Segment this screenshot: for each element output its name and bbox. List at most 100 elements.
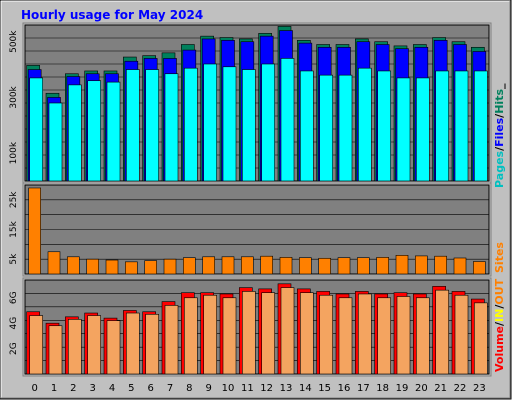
bar-sites bbox=[395, 255, 409, 275]
panel-1-ytick-label: 5k bbox=[9, 253, 19, 265]
svg-text:Volume/IN/OUT: Volume/IN/OUT bbox=[493, 278, 506, 372]
top-legend: Pages/Files/Hits_ bbox=[493, 83, 506, 188]
bar-sites bbox=[434, 255, 447, 275]
bar-sites bbox=[67, 256, 80, 275]
bar-sites bbox=[299, 257, 312, 275]
bar-pages bbox=[280, 58, 295, 182]
bar-out bbox=[319, 294, 333, 375]
bar-out bbox=[29, 315, 43, 375]
x-tick-label: 5 bbox=[128, 383, 134, 394]
bar-sites bbox=[105, 259, 119, 275]
bar-sites bbox=[337, 257, 351, 275]
x-tick-label: 0 bbox=[31, 383, 37, 394]
bar-pages bbox=[203, 63, 217, 182]
panel-1-ytick-label: 15k bbox=[9, 220, 19, 237]
x-tick-label: 23 bbox=[473, 383, 486, 394]
bar-out bbox=[106, 320, 121, 375]
bottom-legend: Volume/IN/OUT bbox=[493, 278, 506, 372]
bar-out bbox=[87, 315, 101, 375]
panel-2-plot-area bbox=[24, 279, 490, 375]
x-tick-label: 7 bbox=[167, 383, 173, 394]
bar-sites bbox=[279, 257, 293, 275]
bar-out bbox=[242, 291, 256, 375]
bar-pages bbox=[68, 84, 82, 182]
bar-sites bbox=[221, 256, 235, 275]
bar-out bbox=[126, 312, 140, 375]
bar-pages bbox=[29, 77, 43, 182]
bar-sites bbox=[163, 258, 177, 275]
bar-out bbox=[454, 294, 469, 375]
bar-pages bbox=[87, 80, 101, 182]
bar-sites bbox=[415, 255, 428, 275]
bar-pages bbox=[164, 73, 179, 182]
bar-out bbox=[203, 294, 217, 375]
bar-sites bbox=[357, 257, 370, 275]
bar-sites bbox=[144, 260, 157, 275]
x-tick-label: 16 bbox=[338, 383, 351, 394]
panel-1-ytick-label: 25k bbox=[9, 191, 19, 208]
bar-sites bbox=[202, 256, 215, 275]
x-tick-label: 19 bbox=[396, 383, 409, 394]
x-tick-label: 22 bbox=[454, 383, 467, 394]
bar-pages bbox=[126, 69, 140, 182]
bar-pages bbox=[222, 66, 237, 182]
bar-out bbox=[145, 313, 159, 375]
bar-out bbox=[48, 325, 63, 375]
panel-0-ytick-label: 100k bbox=[9, 141, 19, 164]
chart-title: Hourly usage for May 2024 bbox=[21, 8, 203, 22]
bar-out bbox=[164, 305, 179, 375]
bar-out bbox=[261, 292, 275, 375]
bar-pages bbox=[416, 77, 430, 182]
legend-sites: Sites bbox=[493, 242, 506, 273]
x-tick-label: 12 bbox=[260, 383, 273, 394]
x-tick-label: 17 bbox=[357, 383, 370, 394]
bar-pages bbox=[48, 102, 63, 182]
x-tick-label: 11 bbox=[241, 383, 254, 394]
bar-out bbox=[416, 297, 430, 375]
x-tick-label: 21 bbox=[434, 383, 447, 394]
bar-sites bbox=[376, 257, 389, 275]
bar-out bbox=[184, 297, 198, 375]
legend-volume: Volume bbox=[493, 326, 506, 372]
bar-sites bbox=[318, 257, 331, 275]
bar-pages bbox=[261, 63, 275, 182]
x-tick-label: 2 bbox=[70, 383, 76, 394]
bar-sites bbox=[183, 257, 196, 275]
bar-out bbox=[377, 297, 391, 375]
bar-out bbox=[338, 297, 353, 375]
bar-sites bbox=[28, 187, 41, 275]
bar-sites bbox=[473, 261, 486, 275]
x-tick-label: 20 bbox=[415, 383, 428, 394]
bar-pages bbox=[242, 69, 256, 182]
bar-sites bbox=[47, 251, 61, 275]
bar-pages bbox=[474, 70, 488, 182]
bar-sites bbox=[453, 257, 467, 275]
bar-out bbox=[474, 302, 488, 375]
bar-pages bbox=[145, 69, 159, 182]
bar-out bbox=[435, 289, 449, 375]
bar-out bbox=[396, 296, 411, 375]
x-tick-label: 10 bbox=[222, 383, 235, 394]
x-tick-label: 8 bbox=[186, 383, 192, 394]
x-tick-label: 13 bbox=[280, 383, 293, 394]
x-tick-label: 15 bbox=[318, 383, 331, 394]
x-tick-label: 3 bbox=[89, 383, 95, 394]
x-tick-label: 14 bbox=[299, 383, 312, 394]
x-tick-label: 9 bbox=[205, 383, 211, 394]
x-tick-label: 1 bbox=[51, 383, 57, 394]
legend-hits: Hits bbox=[493, 89, 506, 114]
legend-in: IN bbox=[493, 309, 506, 322]
bar-out bbox=[280, 287, 295, 375]
panel-0-ytick-label: 500k bbox=[9, 30, 19, 53]
bar-pages bbox=[377, 70, 391, 182]
bar-sites bbox=[86, 258, 99, 275]
bar-pages bbox=[338, 74, 353, 182]
bar-sites bbox=[260, 255, 273, 275]
bar-pages bbox=[396, 77, 411, 182]
x-tick-label: 4 bbox=[109, 383, 115, 394]
panel-2-ytick-label: 4G bbox=[9, 317, 19, 330]
bar-pages bbox=[435, 70, 449, 182]
bar-out bbox=[300, 292, 314, 375]
